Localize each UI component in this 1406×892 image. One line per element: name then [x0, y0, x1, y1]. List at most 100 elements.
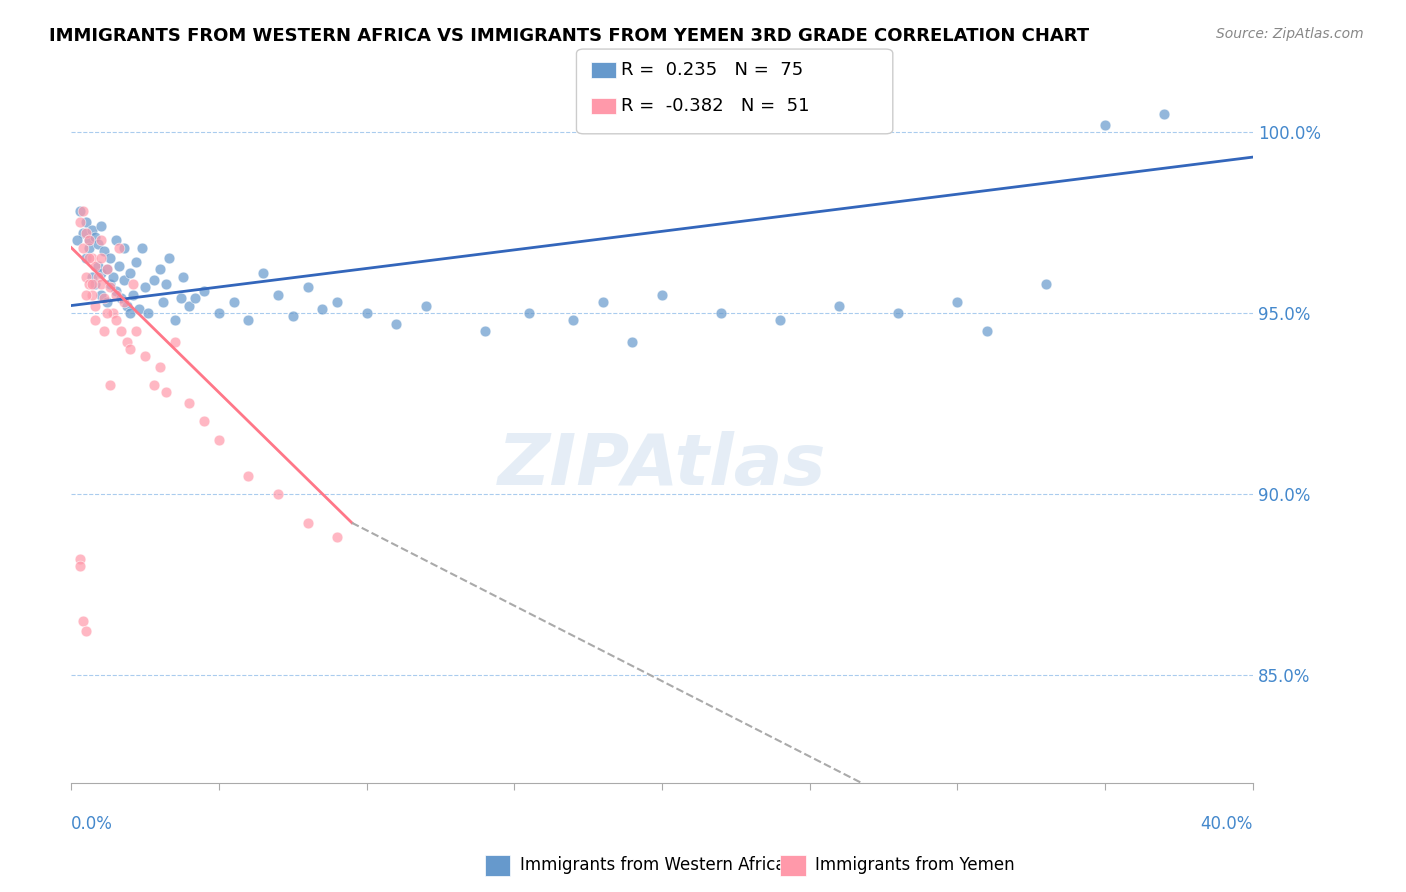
Point: [69, 552, 91, 566]
Text: ZIPAtlas: ZIPAtlas: [498, 431, 827, 500]
Point: [72, 226, 94, 240]
Point: [252, 266, 274, 280]
Text: Immigrants from Western Africa: Immigrants from Western Africa: [520, 856, 786, 874]
Text: 40.0%: 40.0%: [1201, 815, 1253, 833]
Point: [75, 226, 97, 240]
Point: [592, 294, 614, 309]
Point: [83, 277, 105, 291]
Point: [222, 294, 245, 309]
Point: [238, 468, 260, 483]
Point: [131, 241, 153, 255]
Point: [104, 313, 127, 327]
Point: [710, 306, 733, 320]
Point: [415, 299, 437, 313]
Point: [101, 269, 124, 284]
Point: [93, 324, 115, 338]
Point: [77, 233, 100, 247]
Point: [80, 269, 103, 284]
Text: Source: ZipAtlas.com: Source: ZipAtlas.com: [1216, 27, 1364, 41]
Point: [208, 433, 231, 447]
Point: [120, 342, 142, 356]
Point: [90, 219, 112, 233]
Text: R =  0.235   N =  75: R = 0.235 N = 75: [621, 62, 804, 79]
Point: [517, 306, 540, 320]
Point: [1094, 118, 1116, 132]
Point: [110, 291, 132, 305]
Point: [120, 306, 142, 320]
Point: [179, 396, 201, 410]
Point: [651, 287, 673, 301]
Point: [83, 259, 105, 273]
Point: [75, 269, 97, 284]
Point: [87, 237, 110, 252]
Point: [93, 291, 115, 305]
Point: [828, 299, 851, 313]
Point: [184, 291, 207, 305]
Point: [87, 269, 110, 284]
Point: [75, 215, 97, 229]
Point: [122, 277, 145, 291]
Point: [326, 530, 349, 544]
Text: 0.0%: 0.0%: [72, 815, 112, 833]
Point: [98, 252, 121, 266]
Point: [87, 259, 110, 273]
Point: [887, 306, 910, 320]
Point: [281, 310, 304, 324]
Point: [152, 294, 174, 309]
Point: [173, 269, 195, 284]
Point: [120, 266, 142, 280]
Point: [621, 334, 644, 349]
Point: [110, 324, 132, 338]
Point: [769, 313, 792, 327]
Point: [562, 313, 585, 327]
Point: [326, 294, 349, 309]
Point: [90, 233, 112, 247]
Point: [112, 241, 135, 255]
Text: R =  -0.382   N =  51: R = -0.382 N = 51: [621, 97, 810, 115]
Point: [98, 378, 121, 392]
Point: [98, 280, 121, 294]
Point: [267, 487, 290, 501]
Point: [69, 204, 91, 219]
Point: [163, 313, 186, 327]
Point: [80, 287, 103, 301]
Point: [125, 324, 148, 338]
Point: [75, 287, 97, 301]
Point: [96, 294, 118, 309]
Point: [69, 215, 91, 229]
Point: [297, 516, 319, 530]
Point: [155, 277, 177, 291]
Point: [83, 313, 105, 327]
Point: [946, 294, 969, 309]
Point: [356, 306, 378, 320]
Point: [101, 306, 124, 320]
Point: [77, 241, 100, 255]
Text: IMMIGRANTS FROM WESTERN AFRICA VS IMMIGRANTS FROM YEMEN 3RD GRADE CORRELATION CH: IMMIGRANTS FROM WESTERN AFRICA VS IMMIGR…: [49, 27, 1090, 45]
Point: [77, 277, 100, 291]
Point: [104, 284, 127, 298]
Point: [77, 252, 100, 266]
Point: [90, 252, 112, 266]
Text: Immigrants from Yemen: Immigrants from Yemen: [815, 856, 1015, 874]
Point: [474, 324, 496, 338]
Point: [169, 291, 191, 305]
Point: [75, 252, 97, 266]
Point: [107, 241, 129, 255]
Point: [157, 252, 180, 266]
Point: [80, 252, 103, 266]
Point: [72, 204, 94, 219]
Point: [122, 287, 145, 301]
Point: [72, 614, 94, 628]
Point: [96, 262, 118, 277]
Point: [297, 280, 319, 294]
Point: [179, 299, 201, 313]
Point: [267, 287, 290, 301]
Point: [66, 233, 89, 247]
Point: [1153, 106, 1175, 120]
Point: [149, 262, 172, 277]
Point: [134, 349, 156, 363]
Point: [976, 324, 998, 338]
Point: [128, 302, 150, 317]
Point: [112, 294, 135, 309]
Point: [163, 334, 186, 349]
